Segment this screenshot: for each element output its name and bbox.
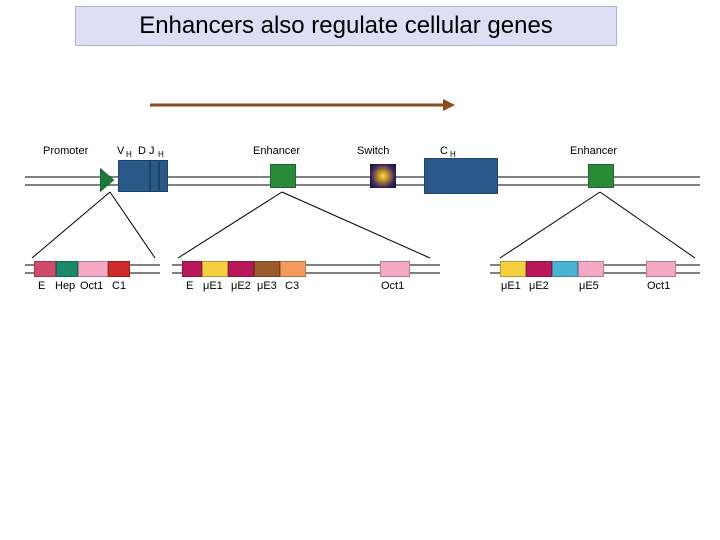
binding-site-label: μE1 <box>501 280 521 292</box>
binding-site-box <box>254 261 280 277</box>
binding-site-box <box>108 261 130 277</box>
binding-site-label: Hep <box>55 280 75 292</box>
binding-site-box <box>380 261 410 277</box>
binding-site-label: E <box>38 280 45 292</box>
binding-site-box <box>526 261 552 277</box>
binding-site-label: Oct1 <box>80 280 103 292</box>
binding-site-box <box>500 261 526 277</box>
binding-site-label: Oct1 <box>647 280 670 292</box>
binding-site-label: μE1 <box>203 280 223 292</box>
binding-site-box <box>56 261 78 277</box>
binding-site-label: C1 <box>112 280 126 292</box>
binding-site-box <box>280 261 306 277</box>
binding-site-label: μE2 <box>529 280 549 292</box>
binding-site-box <box>552 261 578 277</box>
binding-site-label: μE3 <box>257 280 277 292</box>
binding-site-box <box>578 261 604 277</box>
binding-site-box <box>34 261 56 277</box>
binding-site-label: Oct1 <box>381 280 404 292</box>
binding-site-label: E <box>186 280 193 292</box>
binding-site-label: C3 <box>285 280 299 292</box>
binding-site-box <box>646 261 676 277</box>
binding-site-box <box>202 261 228 277</box>
binding-site-box <box>78 261 108 277</box>
binding-site-box <box>228 261 254 277</box>
binding-site-label: μE2 <box>231 280 251 292</box>
binding-site-label: μE5 <box>579 280 599 292</box>
binding-site-box <box>182 261 202 277</box>
